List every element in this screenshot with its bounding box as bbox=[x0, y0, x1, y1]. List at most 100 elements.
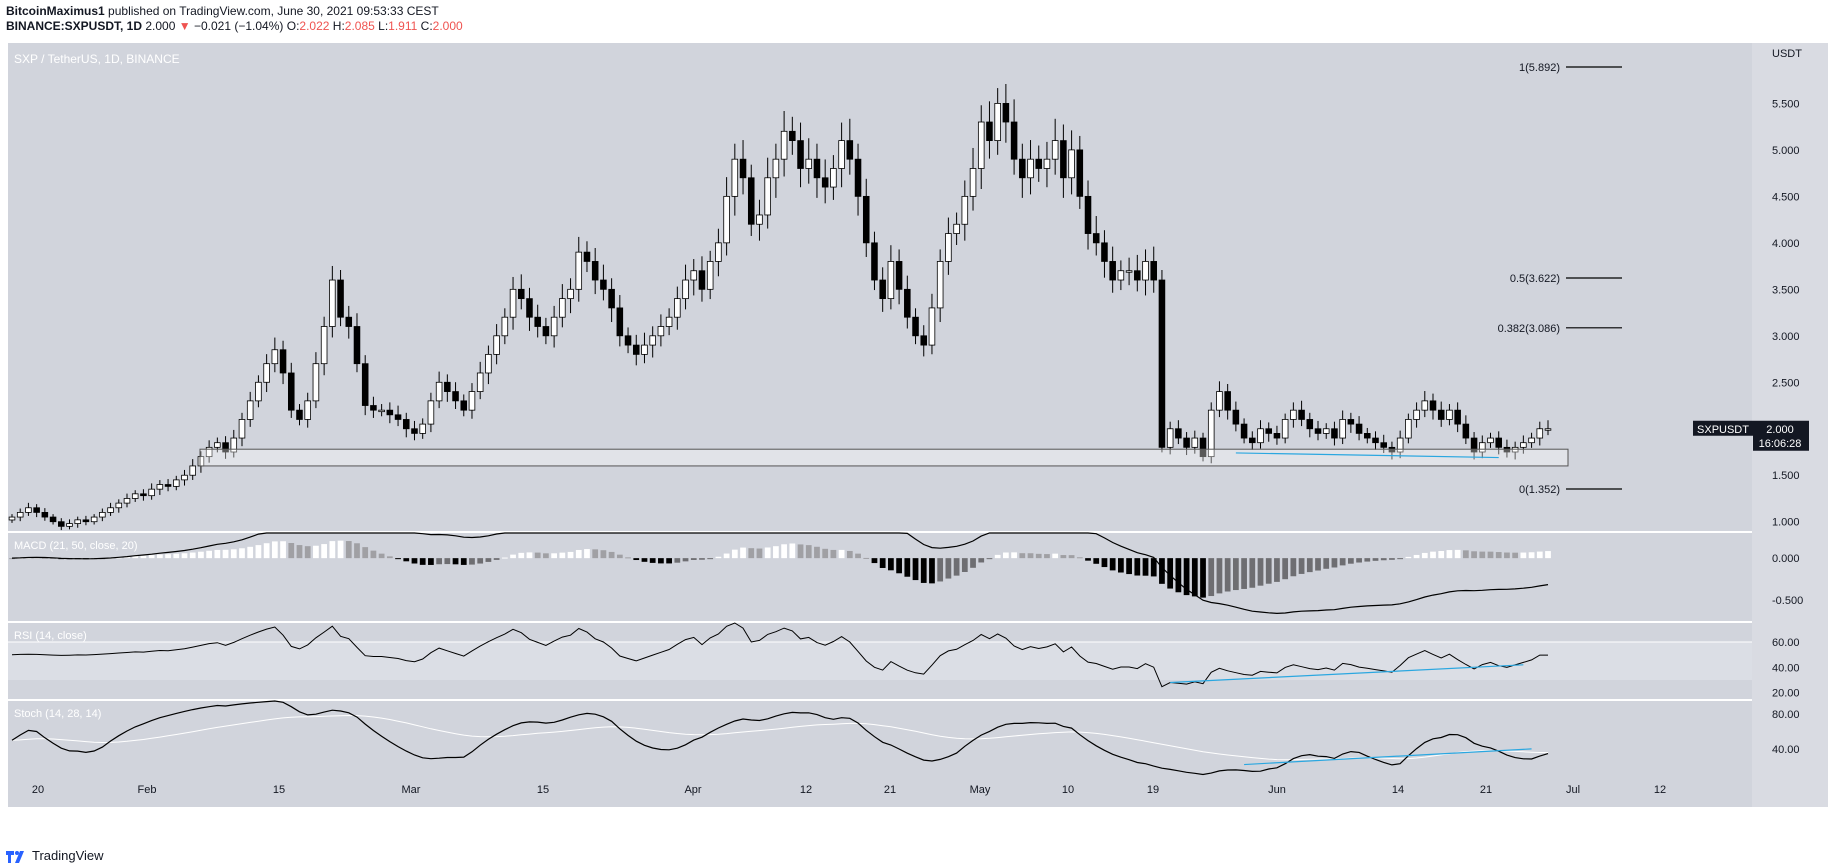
candle bbox=[904, 288, 911, 318]
candle bbox=[1421, 400, 1429, 411]
candle bbox=[698, 270, 706, 290]
candle bbox=[99, 512, 106, 518]
candle bbox=[214, 442, 221, 448]
macd-bar bbox=[428, 558, 434, 565]
candle bbox=[1314, 428, 1322, 434]
macd-bar bbox=[896, 558, 902, 574]
candle bbox=[1413, 409, 1420, 420]
macd-bar bbox=[888, 558, 894, 571]
macd-bar bbox=[805, 545, 812, 559]
macd-bar bbox=[649, 558, 656, 563]
candle bbox=[649, 335, 656, 346]
rsi-line bbox=[11, 622, 1548, 688]
candle bbox=[1462, 423, 1470, 439]
candle bbox=[1372, 437, 1379, 444]
stoch-k-line bbox=[11, 700, 1549, 776]
stoch-label: Stoch (14, 28, 14) bbox=[14, 708, 101, 720]
candle bbox=[1429, 400, 1437, 411]
candle bbox=[1446, 409, 1453, 420]
macd-bar bbox=[124, 556, 130, 559]
price-tick-label: 3.000 bbox=[1772, 331, 1800, 343]
candle bbox=[830, 168, 837, 188]
x-tick-label: Mar bbox=[402, 784, 421, 796]
macd-bar bbox=[214, 549, 221, 559]
price-tick-label: 5.500 bbox=[1772, 98, 1800, 110]
macd-bar bbox=[855, 553, 861, 559]
macd-bar bbox=[395, 558, 401, 560]
macd-bar bbox=[1446, 550, 1453, 559]
macd-bar bbox=[1471, 551, 1477, 559]
macd-histogram bbox=[9, 540, 1551, 598]
macd-bar bbox=[953, 558, 960, 576]
candle bbox=[690, 270, 698, 281]
price-tick-label: 2.500 bbox=[1772, 377, 1800, 389]
x-tick-label: 15 bbox=[273, 784, 285, 796]
macd-bar bbox=[1044, 554, 1050, 559]
macd-bar bbox=[1060, 555, 1067, 559]
trading-chart[interactable]: 5.500 5.000 4.500 4.000 3.500 3.000 2.500 2.000… bbox=[0, 43, 1828, 833]
candle bbox=[8, 516, 16, 521]
macd-label: MACD (21, 50, close, 20) bbox=[14, 540, 138, 552]
candle bbox=[90, 516, 98, 523]
macd-bar bbox=[173, 553, 180, 559]
candle bbox=[838, 140, 845, 169]
author-name[interactable]: BitcoinMaximus1 bbox=[6, 4, 105, 18]
macd-bar bbox=[329, 541, 336, 559]
candle bbox=[1043, 158, 1051, 169]
candle bbox=[895, 261, 903, 290]
macd-bar bbox=[370, 550, 377, 559]
macd-bar bbox=[140, 555, 147, 559]
macd-bar bbox=[1454, 549, 1461, 559]
macd-bar bbox=[912, 558, 919, 581]
candle bbox=[526, 298, 533, 318]
macd-bar bbox=[575, 549, 582, 559]
candle bbox=[575, 251, 583, 290]
macd-bar bbox=[740, 547, 746, 559]
macd-bar bbox=[1274, 558, 1280, 582]
macd-bar bbox=[1068, 555, 1075, 559]
macd-bar bbox=[304, 546, 311, 559]
macd-bar bbox=[1298, 558, 1305, 574]
price-tick-label: 1.000 bbox=[1772, 517, 1800, 529]
rsi-tick-label: 40.00 bbox=[1772, 662, 1800, 674]
macd-bar bbox=[436, 558, 442, 565]
macd-bar bbox=[929, 558, 935, 584]
macd-bar bbox=[1306, 558, 1313, 573]
symbol-interval: BINANCE:SXPUSDT, 1D bbox=[6, 19, 143, 33]
candle bbox=[148, 488, 155, 497]
footer: TradingView bbox=[6, 848, 104, 863]
footer-brand[interactable]: TradingView bbox=[32, 848, 104, 863]
candle bbox=[25, 507, 32, 513]
macd-bar bbox=[50, 558, 56, 560]
candle bbox=[485, 353, 492, 374]
macd-bar bbox=[321, 544, 328, 559]
macd-bar bbox=[1003, 552, 1009, 559]
candle bbox=[1019, 158, 1026, 179]
macd-bar bbox=[592, 549, 599, 559]
macd-bar bbox=[1200, 558, 1206, 598]
rsi-trendline bbox=[1170, 664, 1524, 684]
close-value: 2.000 bbox=[432, 19, 463, 33]
macd-bar bbox=[271, 541, 278, 559]
candle bbox=[304, 400, 311, 420]
macd-bar bbox=[764, 547, 771, 559]
candle bbox=[312, 363, 320, 402]
candle bbox=[789, 130, 796, 142]
candle bbox=[394, 414, 402, 420]
candle bbox=[1150, 261, 1158, 281]
candle bbox=[287, 372, 295, 411]
candle bbox=[156, 484, 164, 490]
candle bbox=[715, 242, 722, 262]
publish-line: BitcoinMaximus1 published on TradingView… bbox=[6, 4, 439, 18]
candle bbox=[534, 316, 541, 327]
fib-level-label: 0.382(3.086) bbox=[1498, 323, 1560, 335]
macd-bar bbox=[1019, 553, 1026, 559]
macd-bar bbox=[510, 554, 516, 559]
macd-bar bbox=[1528, 552, 1535, 559]
macd-bar bbox=[961, 558, 968, 572]
candle bbox=[600, 279, 607, 290]
candle bbox=[255, 381, 262, 402]
macd-bar bbox=[567, 551, 574, 559]
macd-bar bbox=[1372, 558, 1379, 561]
candle bbox=[1232, 409, 1240, 425]
